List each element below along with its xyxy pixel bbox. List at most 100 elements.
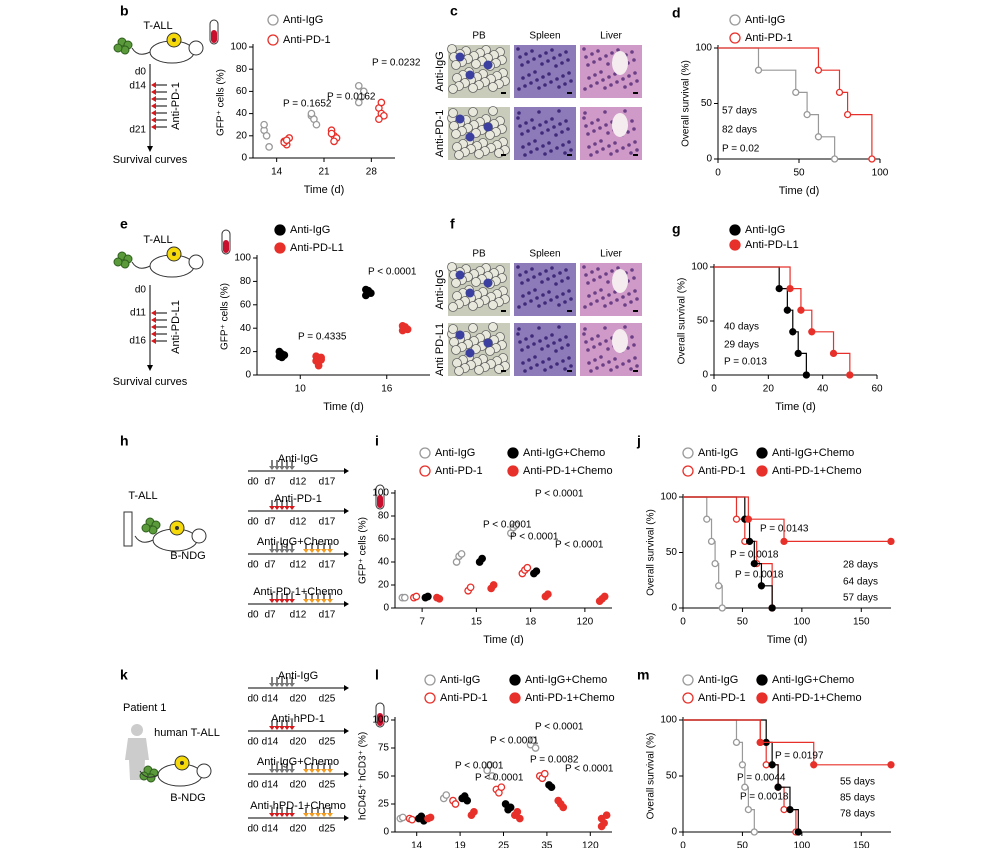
- day-label: d14: [262, 737, 279, 748]
- survival-point: [829, 349, 838, 358]
- y-tick-label: 100: [660, 492, 677, 503]
- histology-texture: [546, 277, 550, 281]
- histology-texture: [540, 131, 544, 135]
- data-point: [282, 136, 291, 145]
- arrow: [274, 549, 280, 553]
- histology-texture: [555, 146, 559, 150]
- survival-point: [786, 805, 794, 814]
- scale-bar: [501, 92, 506, 94]
- histology-texture: [537, 326, 541, 330]
- histology-texture: [586, 281, 590, 285]
- treatment-label: Anti-PD-1: [170, 82, 182, 130]
- histology-texture: [635, 79, 639, 83]
- legend-marker: [756, 674, 768, 686]
- day-label: d25: [319, 694, 336, 705]
- histology-texture: [517, 305, 521, 309]
- histology-texture: [615, 365, 619, 369]
- y-tick-label: 40: [236, 108, 248, 119]
- data-point: [424, 592, 432, 601]
- blast-cell: [465, 348, 475, 358]
- histology-texture: [474, 365, 484, 375]
- arrow: [269, 769, 275, 773]
- histology-texture: [609, 368, 613, 372]
- human-icon: [125, 738, 149, 780]
- legend-marker: [682, 674, 694, 686]
- y-tick-label: 60: [378, 534, 390, 545]
- histology-texture: [552, 125, 556, 129]
- data-point: [364, 288, 373, 296]
- histology-texture: [592, 60, 596, 64]
- day-label: d20: [290, 694, 307, 705]
- data-point: [451, 800, 460, 808]
- histology-texture: [555, 295, 559, 299]
- y-tick-label: 0: [671, 827, 677, 838]
- histology-texture: [518, 273, 522, 277]
- survival-point: [780, 537, 788, 546]
- day-label: d0: [247, 560, 259, 571]
- day-label: d17: [319, 477, 336, 488]
- histology-texture: [546, 128, 550, 132]
- histology-texture: [538, 123, 542, 127]
- scale-bar: [633, 92, 638, 94]
- scale-bar: [633, 370, 638, 372]
- histology-texture: [550, 266, 554, 270]
- histology-texture: [535, 78, 539, 82]
- scale-bar: [567, 154, 572, 156]
- histology-texture: [552, 274, 556, 278]
- histology-texture: [541, 75, 545, 79]
- histology-texture: [623, 325, 627, 329]
- annotation: P = 0.0197: [775, 751, 824, 762]
- histology-texture: [599, 288, 603, 292]
- survival-point: [802, 371, 811, 379]
- histology-texture: [454, 150, 464, 160]
- histology-texture: [589, 369, 593, 373]
- histology-texture: [564, 50, 568, 54]
- survival-point: [797, 306, 805, 314]
- x-tick-label: 50: [737, 841, 749, 848]
- histology-texture: [447, 44, 457, 54]
- histology-texture: [543, 301, 547, 305]
- annotation: P = 0.0018: [730, 550, 779, 561]
- histology-texture: [555, 362, 559, 366]
- survival-point: [792, 88, 800, 97]
- scale-bar: [633, 154, 638, 156]
- survival-point: [707, 537, 716, 546]
- histology-texture: [587, 294, 591, 298]
- histology-texture: [607, 144, 611, 148]
- histology-texture: [596, 118, 600, 122]
- histology-texture: [615, 298, 619, 302]
- survival-point: [830, 155, 839, 163]
- annotation: 82 days: [722, 125, 757, 136]
- histology-texture: [526, 345, 530, 349]
- column-label: Spleen: [529, 249, 560, 260]
- day-label: d0: [135, 67, 147, 78]
- histology-texture: [609, 301, 613, 305]
- arrow: [279, 769, 285, 773]
- survival-point: [711, 559, 719, 568]
- survival-point: [750, 828, 758, 836]
- histology-texture: [569, 364, 573, 368]
- arrow: [289, 683, 295, 687]
- day-label: d0: [247, 780, 259, 791]
- data-point: [513, 807, 522, 816]
- legend-marker: [419, 465, 431, 477]
- histology-texture: [583, 305, 587, 309]
- arrow: [269, 599, 275, 603]
- outcome-label: Survival curves: [113, 376, 188, 388]
- histology-texture: [550, 333, 554, 337]
- histology-texture: [561, 359, 565, 363]
- histology-texture: [569, 79, 573, 83]
- histology-texture: [538, 272, 542, 276]
- y-tick-label: 0: [383, 827, 389, 838]
- panel-label: c: [450, 3, 458, 19]
- survival-point: [718, 604, 726, 612]
- histology-texture: [567, 71, 571, 75]
- histology-texture: [494, 364, 504, 374]
- mouse-icon: [191, 528, 207, 544]
- legend-label: Anti-IgG+Chemo: [772, 674, 854, 686]
- histology-texture: [554, 64, 558, 68]
- arrow: [327, 813, 333, 817]
- arrow: [147, 146, 153, 152]
- histology-texture: [629, 151, 633, 155]
- histology-texture: [599, 70, 603, 74]
